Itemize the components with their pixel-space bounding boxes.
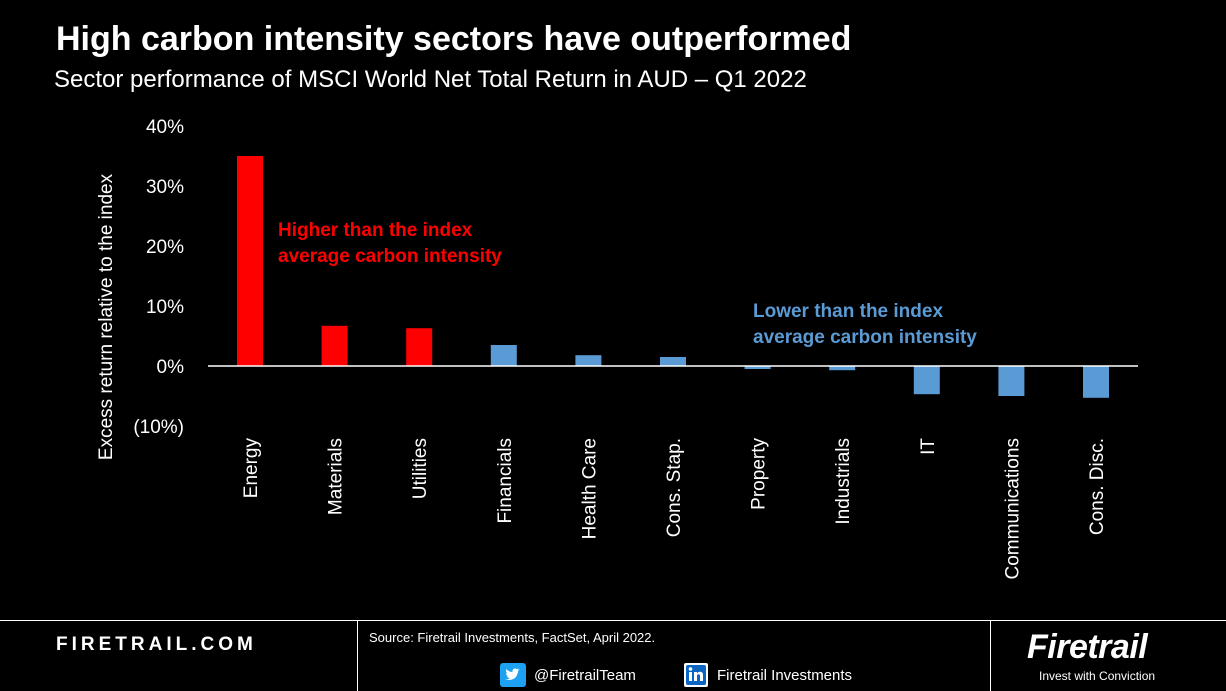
category-label: Health Care: [579, 438, 600, 539]
y-tick-label: (10%): [133, 417, 184, 438]
category-label: Cons. Disc.: [1087, 438, 1108, 535]
bar-health-care: [575, 355, 602, 366]
annotation-low-carbon: average carbon intensity: [753, 327, 977, 348]
category-label: Property: [749, 438, 770, 510]
bar-energy: [237, 156, 263, 366]
y-tick-label: 20%: [146, 237, 184, 258]
bar-communications: [998, 366, 1025, 396]
y-axis-label: Excess return relative to the index: [96, 173, 117, 460]
category-label: Communications: [1002, 438, 1023, 580]
brand-tagline: Invest with Conviction: [1039, 669, 1156, 683]
annotation-high-carbon: Higher than the index: [278, 220, 473, 241]
twitter-icon: [500, 663, 526, 687]
category-label: Utilities: [410, 438, 431, 499]
category-label: Energy: [241, 438, 262, 499]
brand-logo: Firetrail Invest with Conviction: [1027, 628, 1187, 683]
y-tick-label: 0%: [157, 357, 185, 378]
twitter-handle: @FiretrailTeam: [534, 666, 636, 684]
bar-cons-stap: [660, 357, 686, 366]
linkedin-label: Firetrail Investments: [717, 666, 853, 684]
category-label: IT: [918, 438, 939, 455]
annotation-high-carbon: average carbon intensity: [278, 246, 502, 267]
chart-title: High carbon intensity sectors have outpe…: [56, 20, 852, 58]
y-tick-label: 30%: [146, 177, 184, 198]
y-tick-label: 10%: [146, 297, 184, 318]
y-tick-label: 40%: [146, 117, 184, 138]
category-label: Industrials: [833, 438, 854, 525]
linkedin-icon: [683, 663, 709, 687]
footer-divider: [357, 621, 358, 691]
brand-name: Firetrail: [1027, 628, 1148, 666]
bar-industrials: [829, 366, 856, 371]
chart-subtitle: Sector performance of MSCI World Net Tot…: [54, 66, 807, 93]
annotation-low-carbon: Lower than the index: [753, 301, 943, 322]
category-label: Financials: [495, 438, 516, 524]
bar-cons-disc: [1083, 366, 1109, 398]
bar-it: [913, 366, 940, 395]
bar-chart: Excess return relative to the index 40% 3…: [96, 117, 1138, 580]
category-label: Cons. Stap.: [664, 438, 685, 537]
linkedin-link[interactable]: Firetrail Investments: [683, 663, 852, 687]
bar-materials: [321, 325, 348, 366]
bar-utilities: [406, 328, 433, 366]
bar-financials: [490, 345, 517, 366]
footer: FIRETRAIL.COM Source: Firetrail Investme…: [0, 620, 1226, 691]
category-label: Materials: [326, 438, 347, 515]
bar-property: [744, 366, 771, 369]
source-note: Source: Firetrail Investments, FactSet, …: [369, 630, 656, 645]
twitter-link[interactable]: @FiretrailTeam: [500, 663, 636, 687]
footer-divider: [990, 621, 991, 691]
site-link[interactable]: FIRETRAIL.COM: [56, 634, 257, 655]
